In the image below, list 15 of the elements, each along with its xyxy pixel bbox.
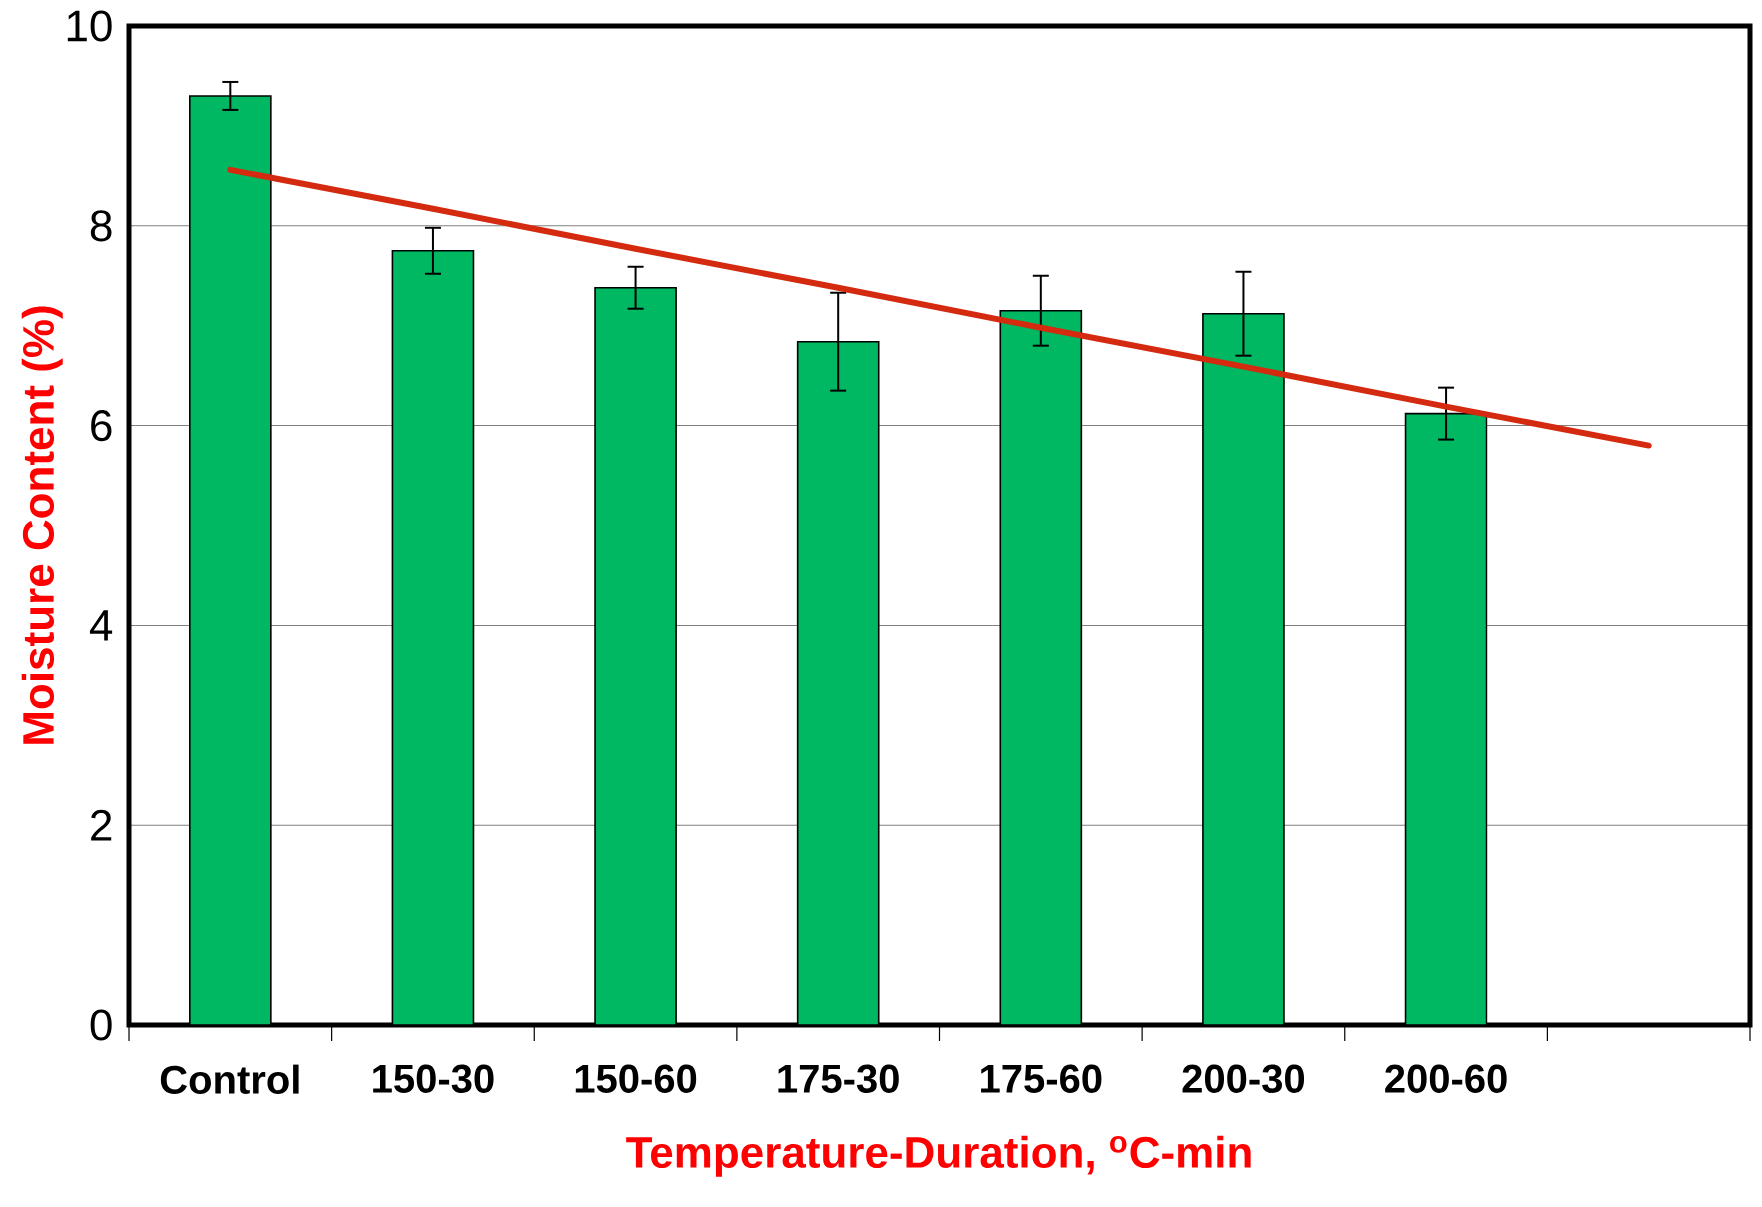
x-tick-label: 175-60 xyxy=(981,1064,1102,1093)
x-tick-label: 150-60 xyxy=(575,1064,697,1093)
y-tick-label: 6 xyxy=(91,410,112,442)
x-tick-label: 175-30 xyxy=(778,1064,899,1093)
x-tick-label: Control xyxy=(160,1064,299,1094)
y-axis-title: Moisture Content (%) xyxy=(21,306,63,744)
y-tick-label: 10 xyxy=(67,10,112,42)
x-tick-label: 150-30 xyxy=(373,1064,494,1093)
y-tick-label: 2 xyxy=(91,809,112,841)
x-tick-label: 200-30 xyxy=(1182,1064,1305,1093)
y-tick-label: 8 xyxy=(90,210,112,242)
x-tick-label: 200-60 xyxy=(1385,1064,1507,1093)
y-tick-label: 4 xyxy=(89,610,113,641)
y-tick-label: 0 xyxy=(90,1009,112,1041)
x-axis-title: Temperature-Duration, $^{o}$C-min xyxy=(626,1135,1251,1177)
